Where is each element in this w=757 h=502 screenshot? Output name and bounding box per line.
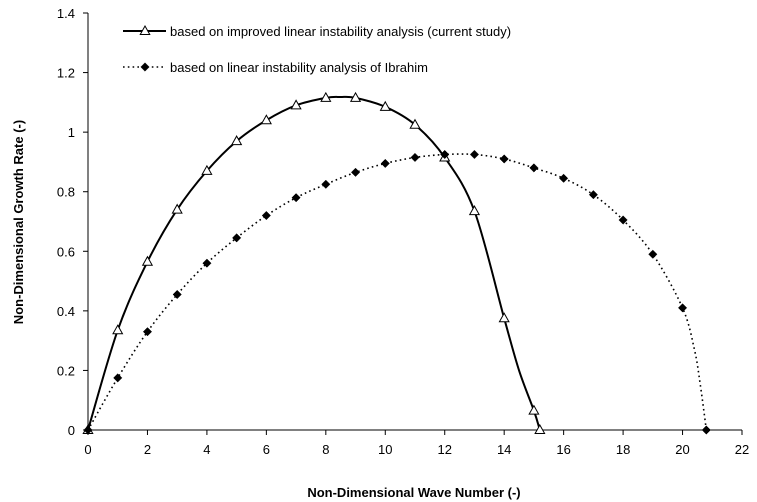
series-1-point bbox=[260, 114, 272, 125]
x-tick-label: 2 bbox=[144, 442, 151, 457]
y-axis-title: Non-Dimensional Growth Rate (-) bbox=[11, 120, 26, 324]
legend-label-series-2: based on linear instability analysis of … bbox=[170, 60, 428, 75]
series-2-point bbox=[83, 425, 93, 435]
y-tick-label: 0.6 bbox=[57, 244, 75, 259]
series-1 bbox=[82, 91, 546, 434]
x-tick-label: 12 bbox=[437, 442, 451, 457]
series-2-point bbox=[618, 215, 628, 225]
y-tick-label: 0 bbox=[68, 423, 75, 438]
series-1-point bbox=[379, 100, 391, 111]
legend-marker-open-triangle bbox=[139, 24, 151, 35]
x-tick-label: 18 bbox=[616, 442, 630, 457]
y-tick-label: 0.8 bbox=[57, 185, 75, 200]
y-tick-label: 0.4 bbox=[57, 304, 75, 319]
series-2-point bbox=[380, 158, 390, 168]
series-2-point bbox=[172, 289, 182, 300]
series-2-point bbox=[321, 179, 331, 189]
series-1-point bbox=[528, 404, 540, 415]
series-1-point bbox=[171, 203, 183, 214]
series-2-point bbox=[142, 327, 153, 337]
series-2-point bbox=[469, 149, 480, 160]
series-2-line bbox=[87, 153, 708, 431]
series-2-point bbox=[232, 233, 242, 243]
x-tick-label: 14 bbox=[497, 442, 511, 457]
series-1-line bbox=[87, 95, 541, 431]
x-axis-title: Non-Dimensional Wave Number (-) bbox=[307, 485, 520, 500]
series-1-point bbox=[498, 312, 510, 323]
x-tick-label: 10 bbox=[378, 442, 392, 457]
y-tick-label: 0.2 bbox=[57, 363, 75, 378]
series-layer bbox=[82, 91, 711, 435]
series-1-point bbox=[409, 118, 421, 129]
series-1-point bbox=[231, 135, 243, 146]
series-1-point bbox=[201, 164, 213, 175]
series-1-point bbox=[468, 205, 481, 216]
series-2-point bbox=[440, 149, 450, 160]
legend: based on improved linear instability ana… bbox=[123, 24, 511, 75]
series-2-point bbox=[559, 173, 569, 183]
series-1-point bbox=[141, 255, 154, 266]
series-2-point bbox=[499, 154, 509, 164]
series-2-point bbox=[677, 303, 688, 313]
series-2-point bbox=[350, 167, 361, 177]
y-tick-label: 1 bbox=[68, 125, 75, 140]
series-2-point bbox=[588, 190, 598, 200]
series-2-point bbox=[291, 193, 301, 203]
series-1-point bbox=[112, 324, 124, 335]
y-tick-label: 1.4 bbox=[57, 6, 75, 21]
x-tick-label: 22 bbox=[735, 442, 749, 457]
x-tick-label: 8 bbox=[322, 442, 329, 457]
series-2-point bbox=[410, 152, 420, 163]
y-tick-label: 1.2 bbox=[57, 66, 75, 81]
series-2-point bbox=[261, 210, 271, 221]
series-2-point bbox=[701, 425, 711, 435]
legend-label-series-1: based on improved linear instability ana… bbox=[170, 24, 511, 39]
series-2-point bbox=[113, 373, 123, 383]
x-tick-label: 0 bbox=[84, 442, 91, 457]
x-tick-label: 20 bbox=[675, 442, 689, 457]
axes: 0 2 4 6 8 10 12 14 16 18 20 22 0 0.2 0.4 0.6 0.8 1 1.2 1.4 bbox=[57, 6, 749, 457]
series-2-point bbox=[529, 163, 539, 173]
x-tick-label: 16 bbox=[556, 442, 570, 457]
series-2-point bbox=[202, 258, 212, 268]
x-tick-label: 4 bbox=[203, 442, 210, 457]
series-1-point bbox=[534, 423, 546, 434]
legend-marker-filled-diamond bbox=[140, 62, 150, 72]
series-2-point bbox=[648, 249, 658, 259]
x-tick-label: 6 bbox=[263, 442, 270, 457]
series-1-point bbox=[320, 91, 332, 102]
series-2 bbox=[83, 149, 711, 435]
series-1-point bbox=[290, 99, 302, 110]
series-1-point bbox=[349, 91, 362, 102]
